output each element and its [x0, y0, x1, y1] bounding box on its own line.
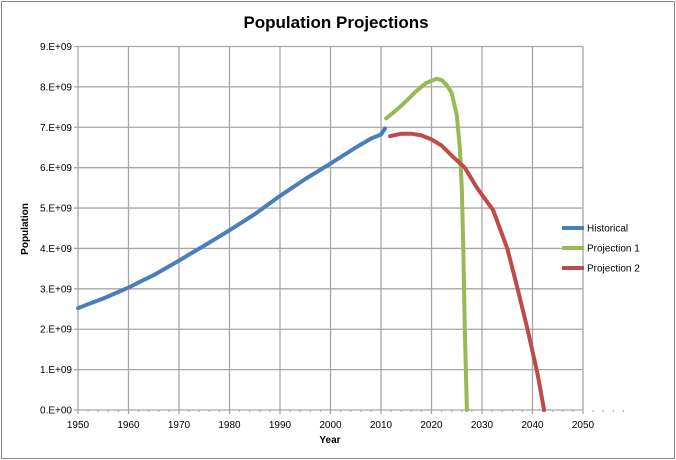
y-tick-label: 4.E+09 — [40, 244, 72, 255]
x-tick-label: 1980 — [218, 420, 241, 431]
y-tick-label: 1.E+09 — [40, 365, 72, 376]
x-tick-label: 1960 — [117, 420, 140, 431]
x-tick-label: 1970 — [168, 420, 191, 431]
legend-label: Projection 1 — [587, 244, 640, 255]
x-axis-label: Year — [319, 435, 340, 446]
series-line-projection-2 — [388, 131, 547, 412]
x-tick-label: 2040 — [521, 420, 544, 431]
x-tick-label: 1950 — [67, 420, 90, 431]
y-axis-label: Population — [20, 203, 31, 255]
y-tick-label: 3.E+09 — [40, 284, 72, 295]
y-tick-label: 8.E+09 — [40, 82, 72, 93]
y-tick-label: 2.E+09 — [40, 325, 72, 336]
x-tick-label: 2030 — [471, 420, 494, 431]
y-tick-label: 5.E+09 — [40, 204, 72, 215]
chart-title: Population Projections — [243, 13, 428, 32]
x-tick-label: 2020 — [420, 420, 443, 431]
legend-label: Historical — [587, 224, 628, 235]
x-tick-label: 2010 — [370, 420, 393, 431]
y-tick-label: 7.E+09 — [40, 123, 72, 134]
series-line-projection-1 — [384, 76, 469, 412]
legend-label: Projection 2 — [587, 264, 640, 275]
x-tick-label: 2050 — [572, 420, 595, 431]
x-tick-label: 1990 — [269, 420, 292, 431]
y-tick-label: 6.E+09 — [40, 163, 72, 174]
y-tick-label: 0.E+00 — [40, 406, 72, 417]
series-line-historical — [76, 126, 387, 311]
x-tick-label: 2000 — [319, 420, 342, 431]
y-tick-label: 9.E+09 — [40, 42, 72, 53]
